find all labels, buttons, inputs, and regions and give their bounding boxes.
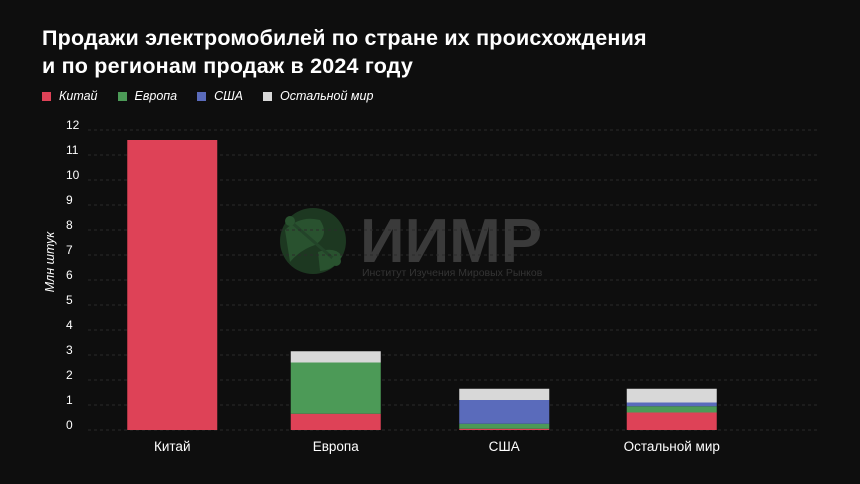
bar-segment-rest [459, 388, 550, 400]
bar-segment-china [290, 413, 381, 430]
legend-item-europe: Европа [117, 89, 178, 103]
bar-segment-europe [626, 406, 717, 413]
bar-segment-europe [290, 362, 381, 414]
bar-segment-china [626, 412, 717, 430]
bar-segment-china [127, 140, 218, 430]
y-tick-label: 5 [66, 293, 73, 307]
y-tick-label: 6 [66, 268, 73, 282]
watermark: ИИМР Институт Изучения Мировых Рынков [280, 207, 543, 279]
chart-title: Продажи электромобилей по стране их прои… [42, 24, 802, 80]
bar-segment-europe [459, 423, 550, 429]
x-axis: Китай Европа США Остальной мир [154, 439, 720, 454]
y-tick-label: 3 [66, 343, 73, 357]
y-tick-label: 8 [66, 218, 73, 232]
x-tick-label: Европа [313, 439, 360, 454]
y-tick-label: 7 [66, 243, 73, 257]
watermark-name: ИИМР [360, 207, 542, 276]
y-tick-label: 10 [66, 168, 80, 182]
legend-swatch-usa [197, 91, 207, 101]
bar-segment-usa [459, 400, 550, 424]
legend-label-europe: Европа [134, 89, 178, 103]
legend-item-usa: США [197, 89, 243, 103]
y-tick-label: 1 [66, 393, 73, 407]
legend-swatch-china [42, 91, 51, 101]
x-tick-label: Китай [154, 439, 191, 454]
y-tick-label: 11 [66, 143, 79, 157]
legend-swatch-europe [117, 91, 127, 101]
y-axis-label: Млн штук [43, 231, 57, 293]
legend-label-usa: США [214, 89, 243, 103]
y-tick-label: 12 [66, 118, 80, 132]
title-line-1: Продажи электромобилей по стране их прои… [42, 26, 647, 50]
bar-segment-usa [626, 402, 717, 407]
y-tick-label: 4 [66, 318, 73, 332]
watermark-subtitle: Институт Изучения Мировых Рынков [362, 267, 543, 279]
y-tick-label: 9 [66, 193, 73, 207]
bar-segment-rest [290, 351, 381, 363]
x-tick-label: США [489, 439, 520, 454]
x-tick-label: Остальной мир [624, 439, 720, 454]
title-line-2: и по регионам продаж в 2024 году [42, 54, 414, 78]
y-tick-label: 0 [66, 418, 73, 432]
y-tick-label: 2 [66, 368, 73, 382]
legend-item-rest: Остальной мир [262, 89, 374, 103]
globe-icon [280, 208, 346, 274]
legend-label-china: Китай [59, 89, 98, 103]
legend-label-rest: Остальной мир [279, 89, 374, 103]
bars [127, 140, 717, 430]
legend-item-china: Китай [42, 89, 98, 103]
bar-segment-rest [626, 388, 717, 403]
legend: Китай Европа США Остальной мир [42, 89, 373, 103]
bar-segment-china [459, 428, 550, 430]
legend-swatch-rest [262, 91, 272, 101]
